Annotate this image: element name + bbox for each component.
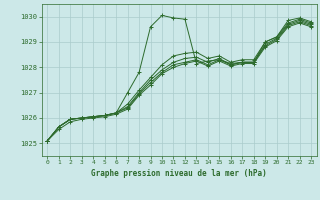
X-axis label: Graphe pression niveau de la mer (hPa): Graphe pression niveau de la mer (hPa) bbox=[91, 169, 267, 178]
